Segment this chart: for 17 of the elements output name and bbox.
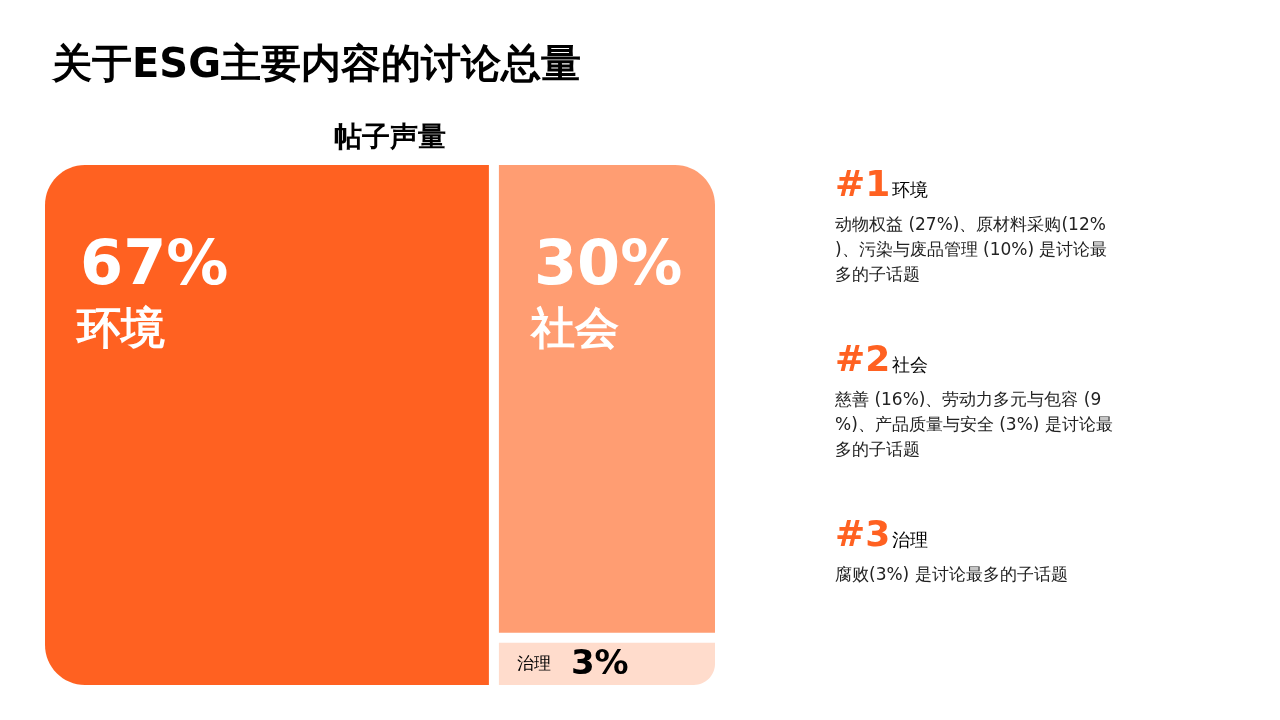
category-label: 环境 bbox=[75, 302, 165, 353]
category-label: 社会 bbox=[528, 302, 619, 353]
category-label: 社会 bbox=[892, 354, 928, 375]
text: 腐败(3%) 是讨论最多的子话题 bbox=[835, 564, 1068, 584]
text: #2 bbox=[835, 338, 891, 379]
data-label: 30% bbox=[533, 226, 683, 299]
text: 慈善 (16%)、劳动力多元与包容 (9%)、产品质量与安全 (3%) 是讨论最多的子话题 bbox=[834, 389, 1113, 459]
text: 帖子声量 bbox=[334, 120, 446, 153]
category-label: 治理 bbox=[516, 652, 551, 673]
text: 动物权益 (27%)、原材料采购(12%)、污染与废品管理 (10%) 是讨论最多的子话题 bbox=[835, 214, 1108, 284]
text: 关于ESG主要内容的讨论总量 bbox=[51, 40, 581, 86]
category-label: 治理 bbox=[892, 529, 928, 550]
category-label: 环境 bbox=[892, 179, 928, 200]
data-label: 3% bbox=[570, 641, 629, 682]
text: #3 bbox=[835, 513, 891, 554]
text: #1 bbox=[835, 163, 891, 204]
data-label: 67% bbox=[80, 226, 229, 299]
